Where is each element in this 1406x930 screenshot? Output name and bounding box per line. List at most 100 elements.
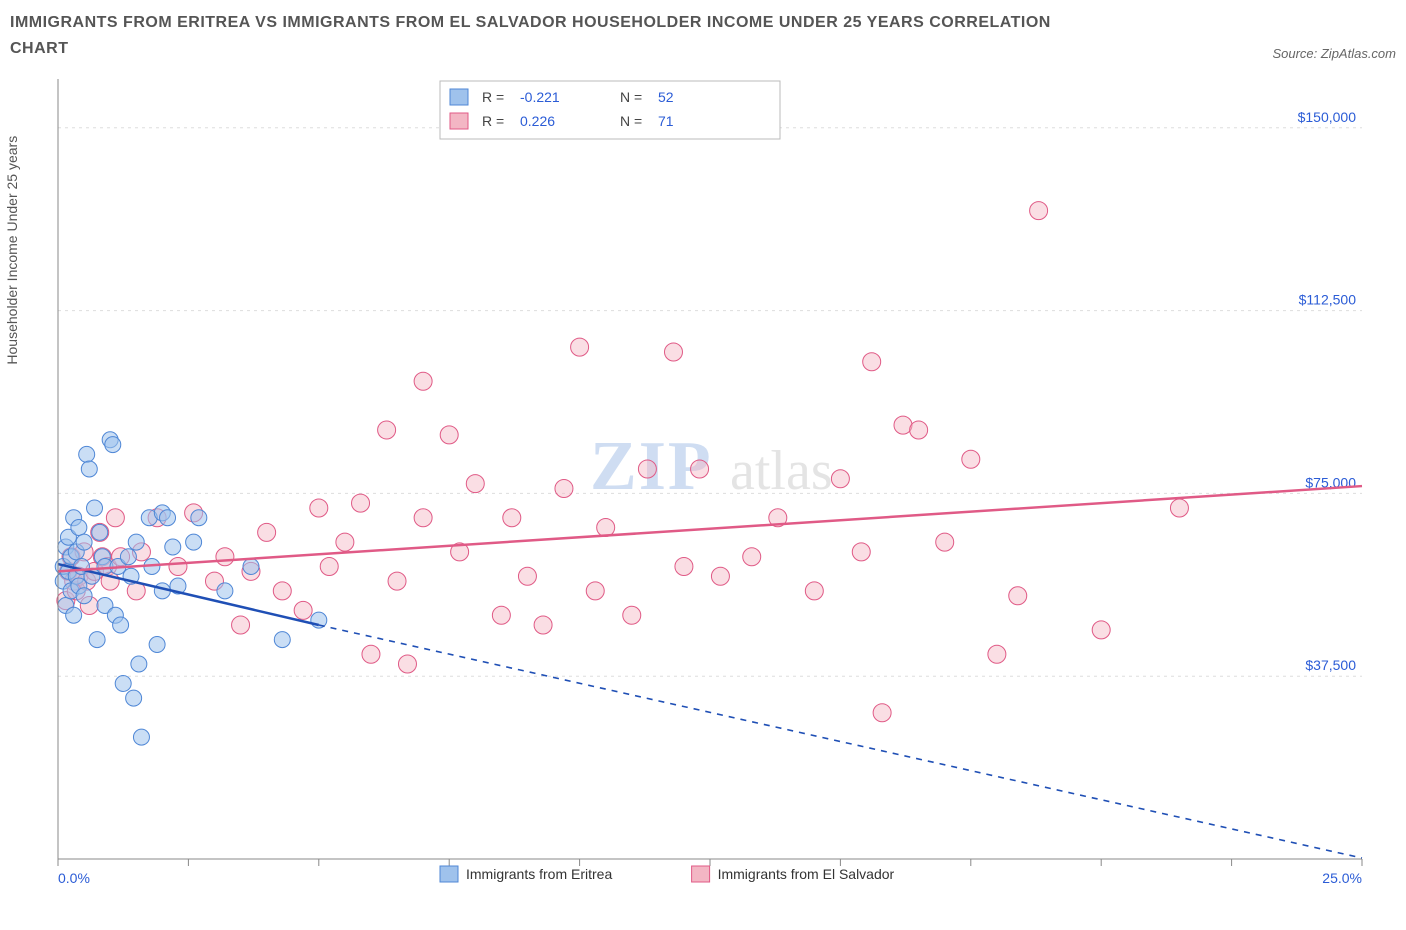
source-prefix: Source: xyxy=(1272,46,1320,61)
data-point-elsalvador xyxy=(852,543,870,561)
x-tick-label: 25.0% xyxy=(1322,870,1362,886)
data-point-elsalvador xyxy=(294,602,312,620)
data-point-elsalvador xyxy=(1092,621,1110,639)
y-tick-label: $150,000 xyxy=(1298,109,1357,125)
data-point-eritrea xyxy=(186,534,202,550)
data-point-eritrea xyxy=(120,549,136,565)
data-point-elsalvador xyxy=(378,421,396,439)
data-point-eritrea xyxy=(160,510,176,526)
watermark-atlas: atlas xyxy=(730,440,833,502)
x-tick-label: 0.0% xyxy=(58,870,90,886)
data-point-elsalvador xyxy=(805,582,823,600)
data-point-elsalvador xyxy=(638,460,656,478)
legend-swatch xyxy=(450,89,468,105)
data-point-eritrea xyxy=(133,729,149,745)
data-point-eritrea xyxy=(76,534,92,550)
data-point-eritrea xyxy=(274,632,290,648)
legend-n-value: 52 xyxy=(658,89,674,105)
trend-line-extrapolated-eritrea xyxy=(319,625,1362,858)
data-point-eritrea xyxy=(126,690,142,706)
chart-container: Householder Income Under 25 years $37,50… xyxy=(10,69,1396,889)
data-point-elsalvador xyxy=(440,426,458,444)
data-point-elsalvador xyxy=(503,509,521,527)
legend-swatch xyxy=(692,866,710,882)
data-point-elsalvador xyxy=(1009,587,1027,605)
data-point-eritrea xyxy=(131,656,147,672)
data-point-elsalvador xyxy=(586,582,604,600)
data-point-elsalvador xyxy=(273,582,291,600)
data-point-elsalvador xyxy=(863,353,881,371)
data-point-eritrea xyxy=(217,583,233,599)
data-point-elsalvador xyxy=(555,480,573,498)
data-point-elsalvador xyxy=(320,558,338,576)
data-point-elsalvador xyxy=(534,616,552,634)
data-point-elsalvador xyxy=(518,567,536,585)
data-point-elsalvador xyxy=(398,655,416,673)
data-point-elsalvador xyxy=(597,519,615,537)
data-point-elsalvador xyxy=(310,499,328,517)
data-point-elsalvador xyxy=(571,338,589,356)
data-point-eritrea xyxy=(165,539,181,555)
data-point-eritrea xyxy=(105,437,121,453)
data-point-elsalvador xyxy=(388,572,406,590)
data-point-elsalvador xyxy=(623,606,641,624)
y-tick-label: $112,500 xyxy=(1299,292,1357,308)
legend-r-label: R = xyxy=(482,113,504,129)
data-point-eritrea xyxy=(76,588,92,604)
legend-n-value: 71 xyxy=(658,113,674,129)
legend-r-value: 0.226 xyxy=(520,113,555,129)
data-point-elsalvador xyxy=(216,548,234,566)
legend-swatch xyxy=(450,113,468,129)
data-point-eritrea xyxy=(79,447,95,463)
data-point-elsalvador xyxy=(1170,499,1188,517)
data-point-elsalvador xyxy=(258,524,276,542)
data-point-eritrea xyxy=(66,607,82,623)
data-point-elsalvador xyxy=(831,470,849,488)
data-point-elsalvador xyxy=(664,343,682,361)
data-point-eritrea xyxy=(113,617,129,633)
data-point-eritrea xyxy=(89,632,105,648)
data-point-elsalvador xyxy=(743,548,761,566)
data-point-eritrea xyxy=(87,500,103,516)
data-point-eritrea xyxy=(71,520,87,536)
data-point-eritrea xyxy=(243,559,259,575)
data-point-elsalvador xyxy=(106,509,124,527)
legend-n-label: N = xyxy=(620,113,642,129)
data-point-eritrea xyxy=(149,637,165,653)
data-point-elsalvador xyxy=(711,567,729,585)
data-point-elsalvador xyxy=(873,704,891,722)
y-axis-label: Householder Income Under 25 years xyxy=(4,136,20,365)
data-point-elsalvador xyxy=(675,558,693,576)
y-tick-label: $37,500 xyxy=(1305,657,1356,673)
page-title: IMMIGRANTS FROM ERITREA VS IMMIGRANTS FR… xyxy=(10,10,1110,61)
data-point-elsalvador xyxy=(1030,202,1048,220)
legend-r-value: -0.221 xyxy=(520,89,560,105)
legend-r-label: R = xyxy=(482,89,504,105)
data-point-elsalvador xyxy=(466,475,484,493)
data-point-elsalvador xyxy=(691,460,709,478)
data-point-eritrea xyxy=(191,510,207,526)
data-point-elsalvador xyxy=(910,421,928,439)
data-point-elsalvador xyxy=(336,533,354,551)
data-point-elsalvador xyxy=(414,372,432,390)
legend-n-label: N = xyxy=(620,89,642,105)
data-point-elsalvador xyxy=(414,509,432,527)
data-point-elsalvador xyxy=(936,533,954,551)
correlation-scatter-chart: $37,500$75,000$112,500$150,000ZIPatlas0.… xyxy=(10,69,1370,889)
data-point-elsalvador xyxy=(492,606,510,624)
data-point-eritrea xyxy=(115,676,131,692)
data-point-eritrea xyxy=(92,525,108,541)
data-point-elsalvador xyxy=(169,558,187,576)
source-attribution: Source: ZipAtlas.com xyxy=(1272,46,1396,61)
data-point-elsalvador xyxy=(362,645,380,663)
data-point-elsalvador xyxy=(352,494,370,512)
legend-series-label: Immigrants from El Salvador xyxy=(718,866,895,882)
data-point-elsalvador xyxy=(962,450,980,468)
source-name: ZipAtlas.com xyxy=(1321,46,1396,61)
data-point-eritrea xyxy=(81,461,97,477)
data-point-eritrea xyxy=(128,534,144,550)
data-point-elsalvador xyxy=(988,645,1006,663)
legend-series-label: Immigrants from Eritrea xyxy=(466,866,612,882)
data-point-elsalvador xyxy=(232,616,250,634)
legend-swatch xyxy=(440,866,458,882)
